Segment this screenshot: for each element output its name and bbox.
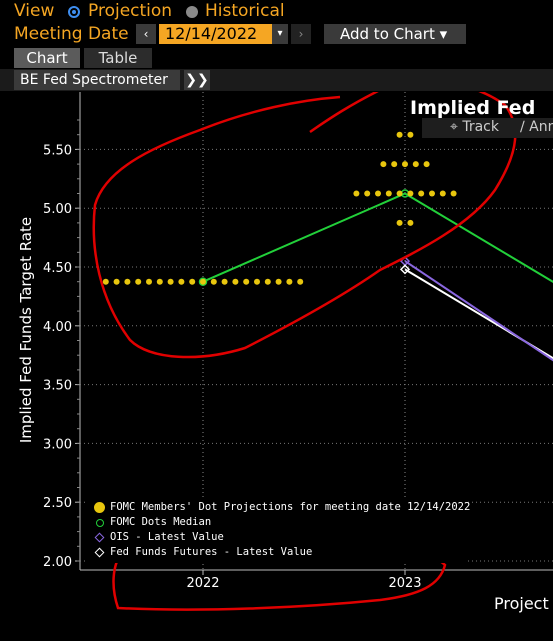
dot-projection [232,278,239,285]
projection-option[interactable]: Projection [88,1,173,21]
dot-projection [353,190,360,197]
expand-breadcrumb-button[interactable]: ❯❯ [184,70,210,90]
dot-projection [407,131,414,138]
dot-projection [412,161,419,168]
historical-radio[interactable] [186,6,198,18]
y-tick-label: 5.50 [43,143,72,158]
legend-label-dots: FOMC Members' Dot Projections for meetin… [110,501,471,513]
track-label: Track [462,119,499,135]
legend-label-ois: OIS - Latest Value [110,531,224,543]
previous-date-button[interactable]: ‹ [136,24,156,44]
dot-projection [450,190,457,197]
legend-label-median: FOMC Dots Median [110,516,212,528]
dot-projection [221,278,228,285]
date-dropdown-button[interactable]: ▾ [272,24,288,44]
dot-projection [102,278,109,285]
next-date-button[interactable]: › [291,24,311,44]
breadcrumb[interactable]: BE Fed Spectrometer [14,70,180,90]
dot-projection [135,278,142,285]
y-tick-label: 5.00 [43,202,72,217]
median-line [202,192,553,283]
dot-marker-icon [94,502,105,513]
dot-projection [156,278,163,285]
dot-projection [264,278,271,285]
median-marker [198,277,208,286]
y-tick-label: 2.00 [43,555,72,570]
dot-projection [189,278,196,285]
dot-projection [297,278,304,285]
dot-projection [124,278,131,285]
chart-title: Implied Fed [410,97,536,119]
dot-projection [391,161,398,168]
annotate-button[interactable]: ∕ Anno [520,119,553,135]
dot-projection [113,278,120,285]
dot-projection [396,190,403,197]
dot-projection [210,278,217,285]
dot-projection [178,278,185,285]
chevron-left-icon: ‹ [143,27,149,41]
dot-projection [385,190,392,197]
x-tick-label: 2022 [186,576,219,591]
dot-projection [407,190,414,197]
dot-projection [439,190,446,197]
y-tick-label: 2.50 [43,496,72,511]
dot-projection [364,190,371,197]
dot-projection [418,190,425,197]
tab-table[interactable]: Table [84,48,152,68]
ois-line [404,260,553,362]
view-label: View [14,1,55,21]
dot-projection [396,219,403,226]
circle-marker-icon [96,519,104,527]
x-axis-label: Project [494,594,549,613]
legend-label-futures: Fed Funds Futures - Latest Value [110,546,313,558]
dot-projection [407,219,414,226]
diamond-marker-icon [94,547,105,558]
dot-projection [380,161,387,168]
y-tick-label: 4.00 [43,320,72,335]
meeting-date-input[interactable]: 12/14/2022 [159,24,272,44]
track-button[interactable]: ⌖ Track [450,119,499,135]
chart-legend: FOMC Members' Dot Projections for meetin… [88,497,470,563]
dot-projection [286,278,293,285]
view-tabs: Chart Table [0,48,553,68]
futures-marker [399,264,411,275]
dot-projection [429,190,435,197]
x-tick-label: 2023 [388,576,421,591]
projection-radio[interactable] [68,6,80,18]
historical-option[interactable]: Historical [205,1,285,21]
meeting-date-row: Meeting Date [0,23,553,45]
dot-projection [243,278,250,285]
dot-projection [396,131,403,138]
annotate-label: Anno [529,119,553,135]
y-tick-label: 3.50 [43,379,72,394]
dot-projection [402,161,408,168]
tab-chart[interactable]: Chart [14,48,80,68]
add-to-chart-button[interactable]: Add to Chart ▾ [324,24,466,44]
dot-projection [254,278,260,285]
y-tick-label: 3.00 [43,437,72,452]
y-axis-label: Implied Fed Funds Target Rate [17,216,35,444]
dot-projection [423,161,430,168]
futures-line [404,268,553,360]
dot-projection [167,278,174,285]
chevron-down-icon: ▾ [277,28,283,39]
y-tick-label: 4.50 [43,261,72,276]
dot-projection [375,190,381,197]
annotation-scribble-top [92,92,517,359]
chevron-right-icon: › [298,27,304,41]
chart-toolbar [422,118,553,138]
diamond-marker-icon [94,532,105,543]
dot-projection [146,278,152,285]
dot-projection [275,278,282,285]
crosshair-icon: ⌖ [450,119,458,135]
meeting-date-label: Meeting Date [14,24,129,44]
dot-projection [200,278,206,285]
pencil-icon: ∕ [520,119,525,135]
view-row: View Projection Historical [0,0,553,22]
